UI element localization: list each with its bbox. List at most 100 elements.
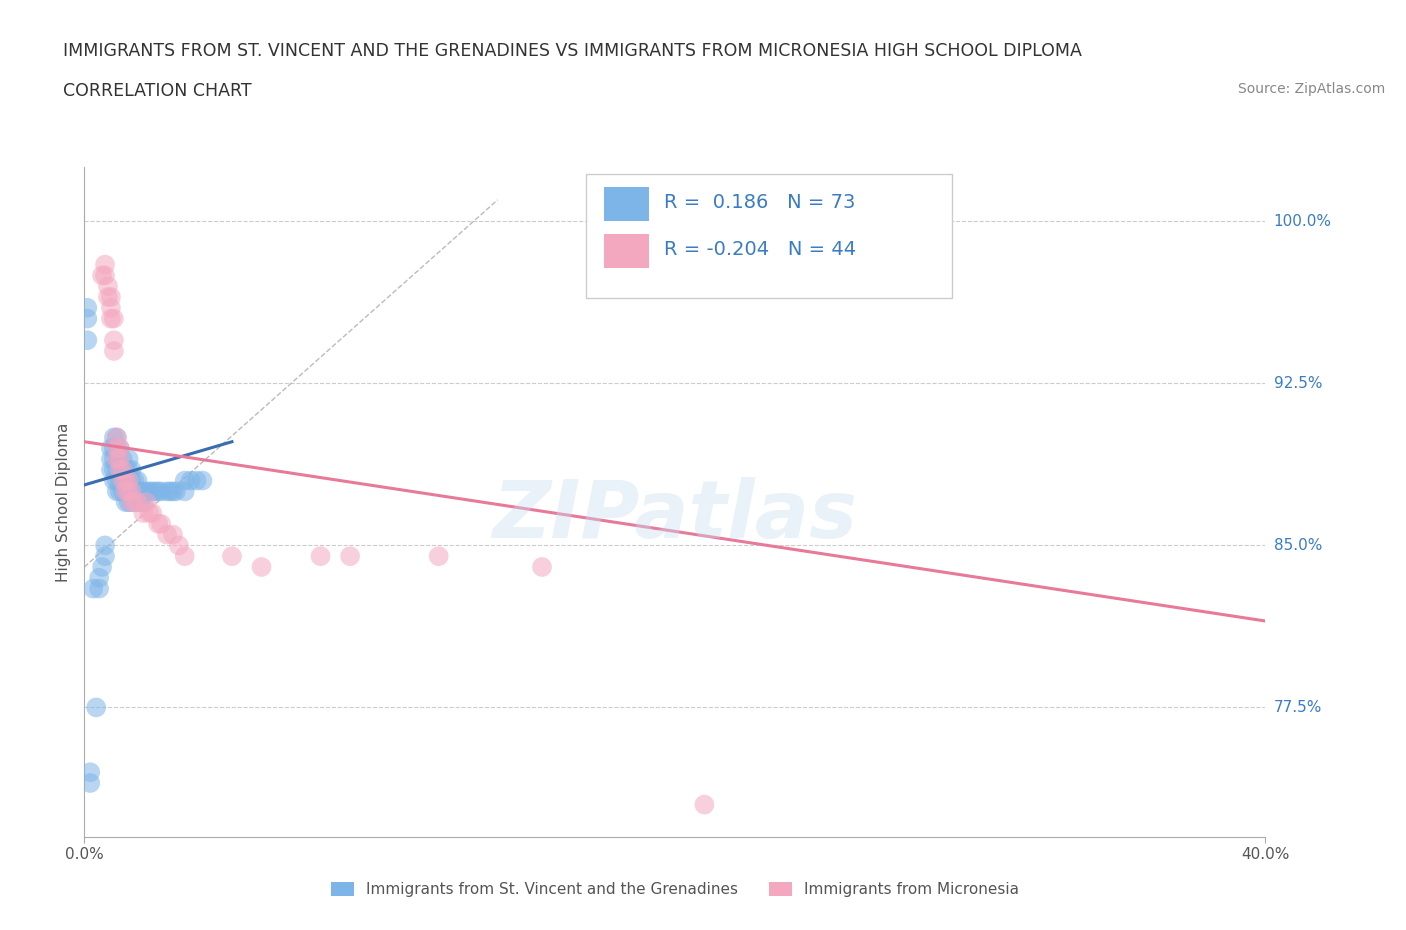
Point (105, 430, 128, 445)
Point (103, 462, 125, 477)
Point (103, 333, 125, 348)
Point (100, 289, 122, 304)
Point (180, 473, 202, 488)
Point (124, 495, 146, 510)
Point (111, 462, 134, 477)
Point (94, 538, 117, 552)
Point (127, 484, 149, 498)
Point (118, 462, 141, 477)
Point (108, 462, 131, 477)
Point (118, 473, 141, 488)
Text: 92.5%: 92.5% (1274, 376, 1322, 391)
Point (186, 473, 208, 488)
Point (173, 473, 195, 488)
Point (105, 441, 128, 456)
Point (91, 268, 114, 283)
Point (127, 473, 149, 488)
Point (79, 776, 101, 790)
Point (138, 484, 160, 498)
Point (173, 484, 195, 498)
Point (114, 495, 136, 510)
Point (94, 268, 117, 283)
Text: R = -0.204   N = 44: R = -0.204 N = 44 (664, 240, 856, 259)
Point (105, 452, 128, 467)
Point (118, 495, 141, 510)
Point (111, 452, 134, 467)
FancyBboxPatch shape (605, 234, 650, 268)
Point (108, 452, 131, 467)
Point (111, 473, 134, 488)
Point (156, 527, 179, 542)
Point (129, 484, 152, 498)
Point (103, 430, 125, 445)
Point (114, 462, 136, 477)
Point (87, 581, 111, 596)
Point (121, 495, 143, 510)
Point (105, 452, 128, 467)
Point (114, 484, 136, 498)
Point (103, 343, 125, 358)
Point (76, 300, 98, 315)
Point (97, 279, 120, 294)
Legend: Immigrants from St. Vincent and the Grenadines, Immigrants from Micronesia: Immigrants from St. Vincent and the Gren… (325, 876, 1025, 903)
Point (111, 473, 134, 488)
Point (82, 581, 104, 596)
Point (124, 495, 146, 510)
Text: 77.5%: 77.5% (1274, 700, 1322, 715)
Point (118, 484, 141, 498)
Point (108, 484, 131, 498)
Point (108, 441, 131, 456)
Text: CORRELATION CHART: CORRELATION CHART (63, 82, 252, 100)
Point (159, 484, 181, 498)
Point (148, 484, 170, 498)
Point (79, 764, 101, 779)
Point (103, 312, 125, 326)
Point (100, 300, 122, 315)
Point (135, 484, 157, 498)
Text: Source: ZipAtlas.com: Source: ZipAtlas.com (1237, 82, 1385, 96)
Point (114, 473, 136, 488)
Point (693, 797, 716, 812)
Point (118, 452, 141, 467)
Point (100, 452, 122, 467)
Point (132, 506, 155, 521)
Point (108, 452, 131, 467)
Point (138, 506, 160, 521)
Point (84, 700, 107, 715)
Point (530, 560, 553, 575)
FancyBboxPatch shape (605, 188, 650, 221)
Point (121, 462, 143, 477)
Point (105, 462, 128, 477)
Point (162, 484, 184, 498)
Point (105, 484, 128, 498)
Point (97, 289, 120, 304)
Point (165, 484, 187, 498)
Point (94, 549, 117, 564)
Y-axis label: High School Diploma: High School Diploma (56, 422, 72, 582)
Text: 100.0%: 100.0% (1274, 214, 1331, 229)
Point (105, 430, 128, 445)
Text: IMMIGRANTS FROM ST. VINCENT AND THE GRENADINES VS IMMIGRANTS FROM MICRONESIA HIG: IMMIGRANTS FROM ST. VINCENT AND THE GREN… (63, 42, 1083, 60)
Point (91, 560, 114, 575)
Point (103, 452, 125, 467)
Point (135, 495, 157, 510)
Point (76, 312, 98, 326)
Point (148, 516, 170, 531)
Point (118, 473, 141, 488)
Point (191, 473, 214, 488)
Point (127, 495, 149, 510)
Point (124, 484, 146, 498)
Point (100, 312, 122, 326)
Point (87, 570, 111, 585)
Point (141, 484, 163, 498)
Point (114, 473, 136, 488)
Point (121, 484, 143, 498)
Point (309, 549, 332, 564)
Point (150, 484, 173, 498)
Point (124, 473, 146, 488)
Point (150, 516, 173, 531)
Point (111, 462, 134, 477)
Point (127, 495, 149, 510)
Point (141, 506, 163, 521)
Point (250, 560, 273, 575)
